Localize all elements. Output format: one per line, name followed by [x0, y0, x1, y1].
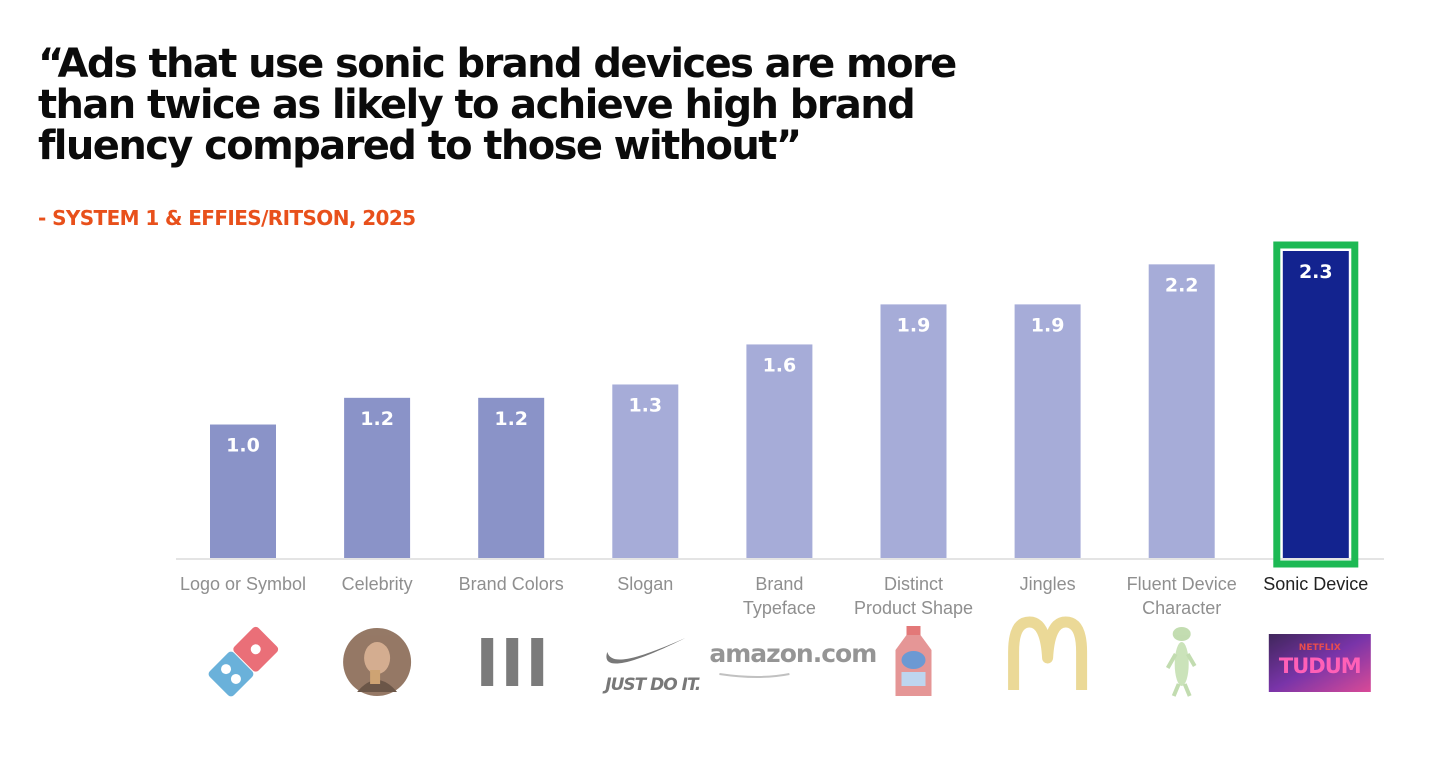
- amazon-logo-icon: amazon.com: [709, 639, 877, 678]
- svg-text:NETFLIX: NETFLIX: [1299, 643, 1341, 653]
- geico-gecko-icon: [1165, 627, 1197, 697]
- bar-1: [344, 397, 411, 558]
- svg-text:TUDUM: TUDUM: [1279, 654, 1361, 678]
- category-label-3: Slogan: [617, 574, 673, 594]
- bar-5: [880, 304, 947, 558]
- category-label-7: Fluent Device Character: [1127, 574, 1237, 618]
- mcdonalds-arches-logo-icon: [1008, 616, 1088, 690]
- value-label-3: 1.3: [628, 394, 662, 416]
- headline-line-1: “Ads that use sonic brand devices are mo…: [38, 41, 957, 87]
- bar-0: [210, 424, 276, 558]
- category-label-8: Sonic Device: [1263, 574, 1368, 594]
- value-label-1: 1.2: [360, 408, 394, 430]
- category-label-5: Distinct Product Shape: [854, 574, 973, 618]
- value-label-2: 1.2: [494, 408, 528, 430]
- nike-swoosh-logo-icon: JUST DO IT.: [602, 638, 701, 695]
- celebrity-portrait-icon: [343, 628, 412, 696]
- headline-line-3: fluency compared to those without”: [38, 123, 802, 169]
- bar-7: [1148, 264, 1215, 558]
- bar-4: [746, 344, 813, 558]
- value-label-7: 2.2: [1165, 274, 1199, 296]
- value-label-6: 1.9: [1031, 314, 1065, 336]
- bar-3: [612, 384, 679, 558]
- category-label-4: Brand Typeface: [743, 574, 816, 618]
- value-label-0: 1.0: [226, 435, 260, 457]
- headline-line-2: than twice as likely to achieve high bra…: [38, 82, 916, 128]
- category-label-1: Celebrity: [342, 574, 413, 594]
- value-label-8: 2.3: [1299, 261, 1333, 283]
- category-label-2: Brand Colors: [459, 574, 564, 594]
- headline-quote: “Ads that use sonic brand devices are mo…: [38, 44, 1018, 167]
- category-label-6: Jingles: [1020, 574, 1076, 594]
- ocean-spray-bottle-icon: [895, 626, 932, 696]
- bar-2: [478, 397, 545, 558]
- svg-text:amazon.com: amazon.com: [709, 639, 876, 668]
- brand-colors-stripes-icon: [481, 638, 544, 686]
- dominos-logo-icon: [208, 626, 279, 697]
- highlight-frame: [1273, 241, 1359, 568]
- bar-6: [1014, 304, 1081, 558]
- category-label-0: Logo or Symbol: [180, 574, 306, 594]
- svg-text:JUST DO IT.: JUST DO IT.: [602, 675, 700, 695]
- bar-8: [1282, 251, 1349, 558]
- source-citation: - SYSTEM 1 & EFFIES/RITSON, 2025: [38, 206, 416, 230]
- value-label-4: 1.6: [763, 354, 797, 376]
- value-label-5: 1.9: [897, 314, 931, 336]
